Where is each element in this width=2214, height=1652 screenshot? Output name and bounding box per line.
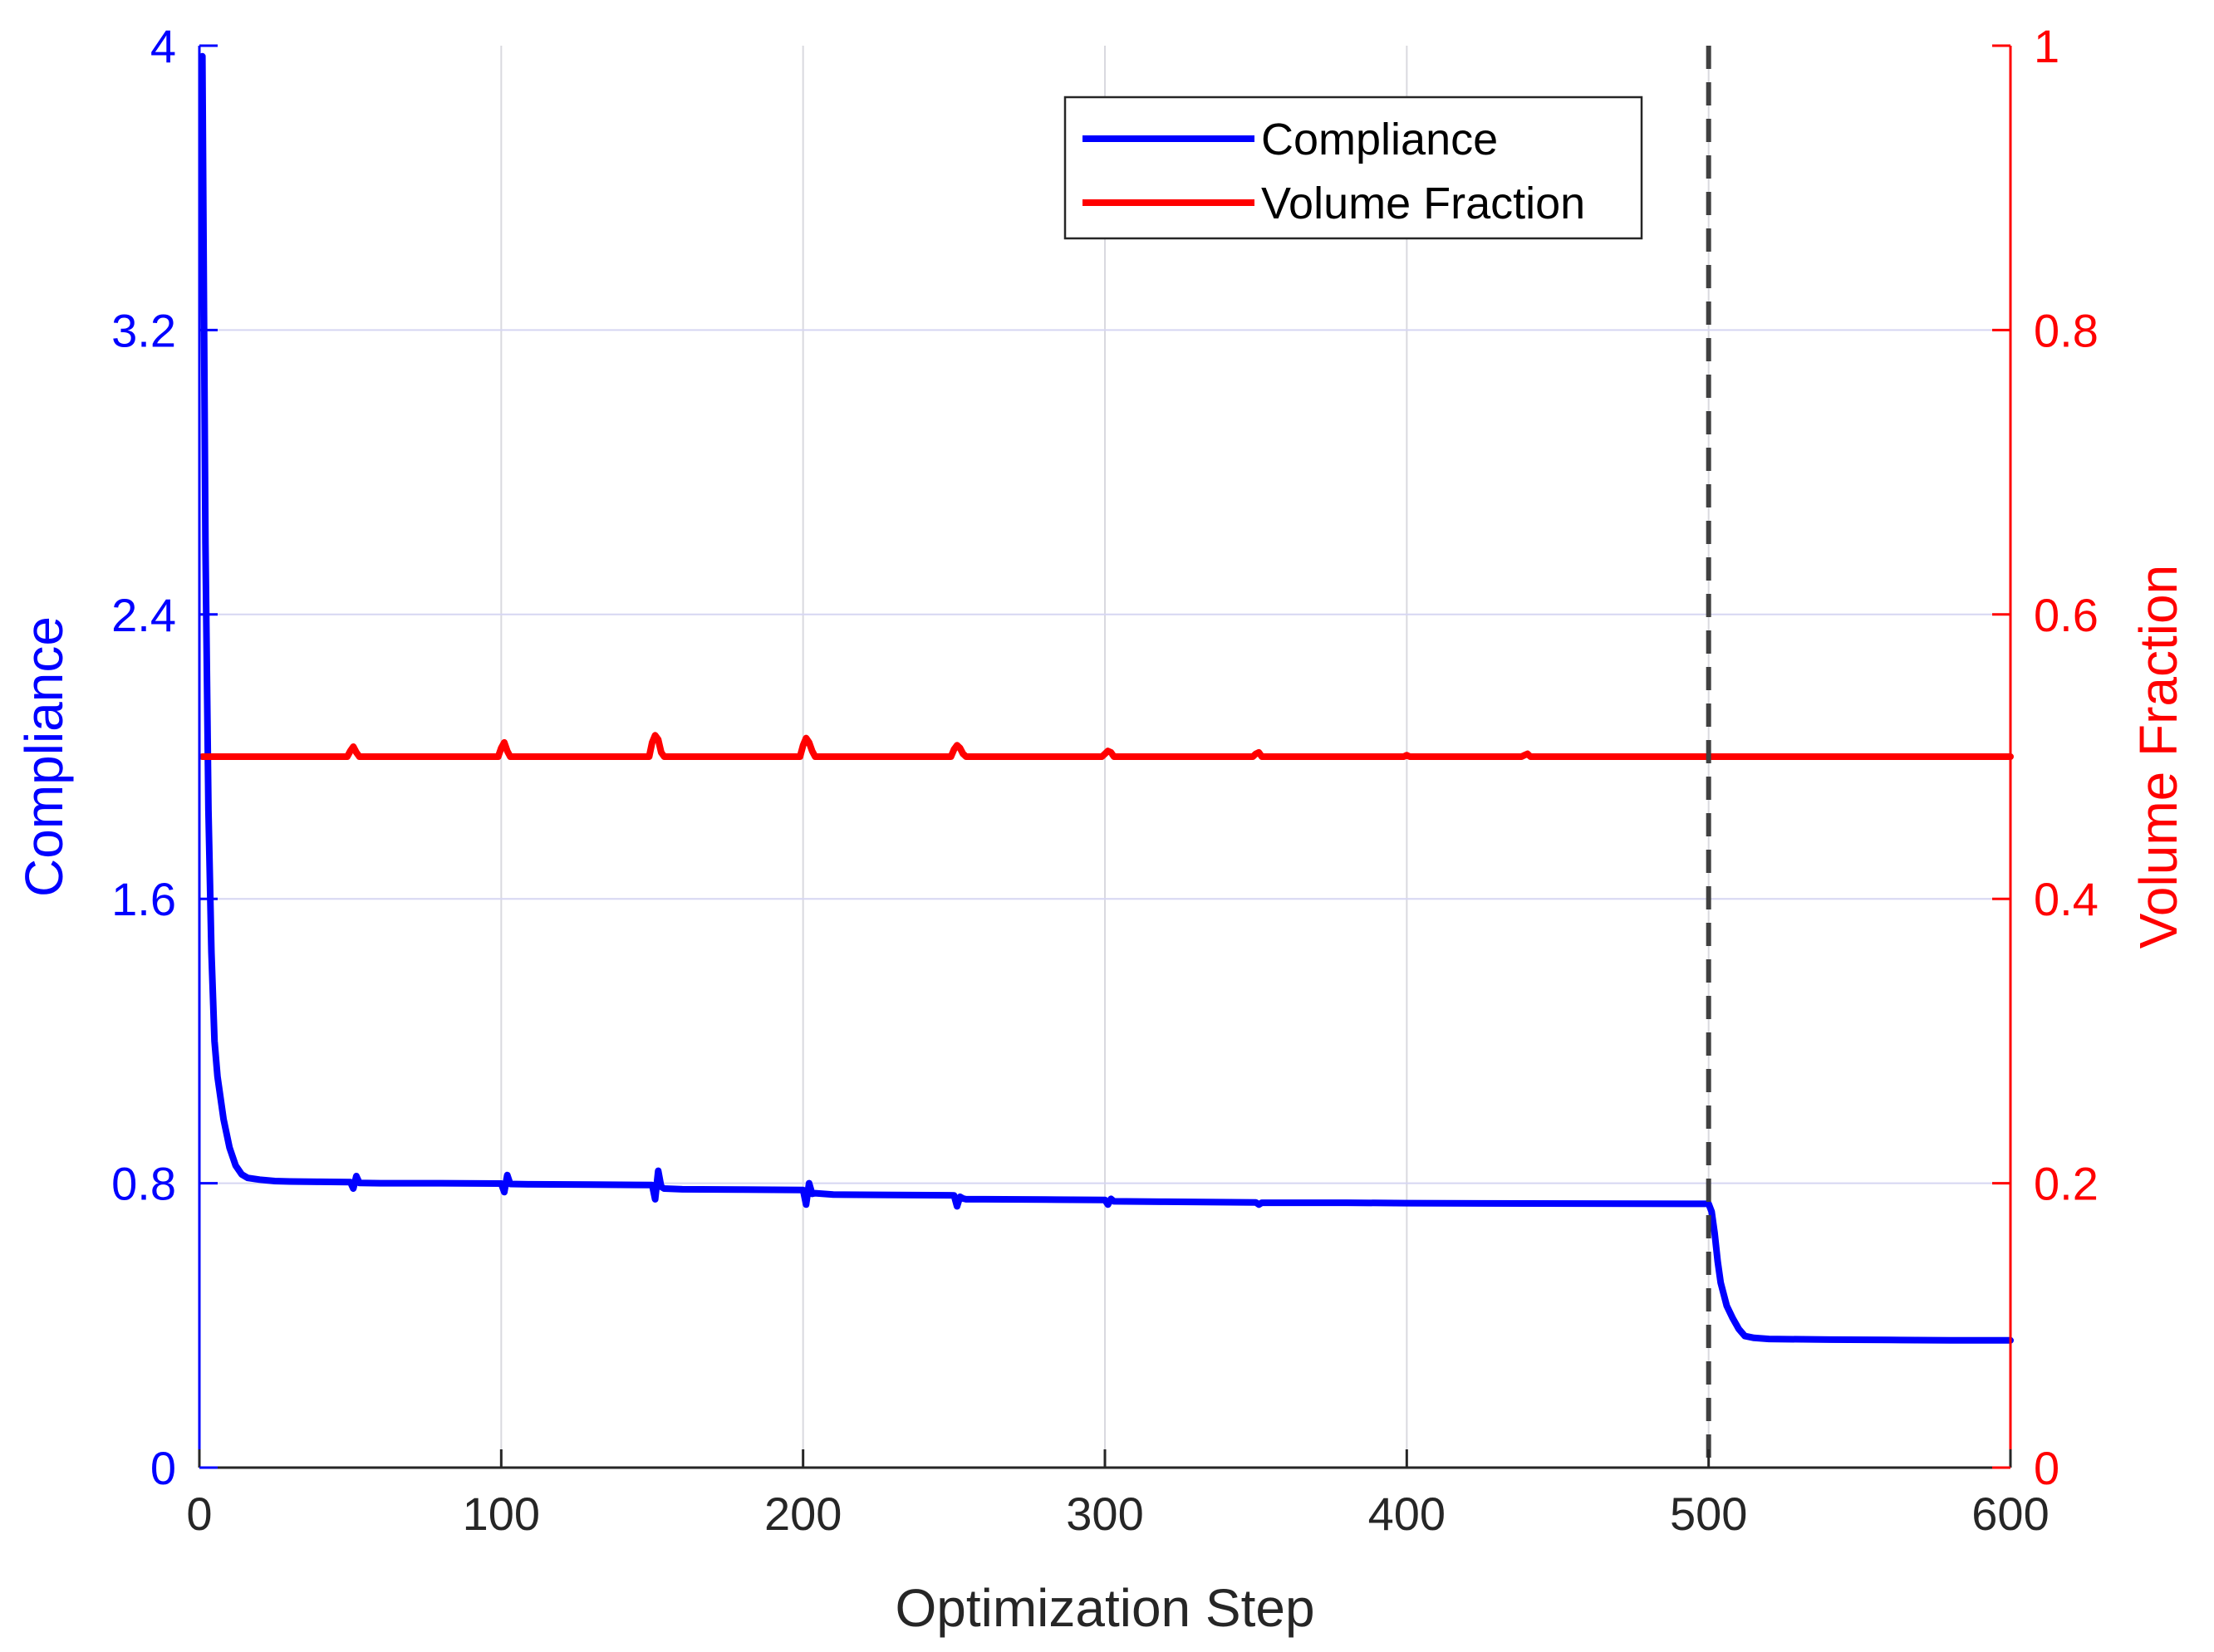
y-right-tick-label: 0.8 [2034, 304, 2099, 356]
y-left-tick-label: 0 [150, 1442, 176, 1494]
y-right-tick-label: 0.4 [2034, 873, 2099, 925]
x-tick-label: 200 [764, 1488, 842, 1540]
series-line-volume-fraction [199, 732, 2014, 760]
x-tick-label: 100 [463, 1488, 540, 1540]
x-tick-label: 0 [186, 1488, 212, 1540]
x-tick-label: 300 [1066, 1488, 1143, 1540]
y-right-tick-label: 0.2 [2034, 1158, 2099, 1210]
x-axis-title: Optimization Step [895, 1578, 1314, 1638]
y-left-tick-label: 4 [150, 20, 176, 72]
y-left-tick-label: 1.6 [111, 873, 176, 925]
legend-label-volume-fraction: Volume Fraction [1261, 179, 1585, 228]
legend: Compliance Volume Fraction [1063, 96, 1643, 240]
y-right-tick-label: 0 [2034, 1442, 2059, 1494]
legend-box [1063, 96, 1643, 240]
x-tick-label: 400 [1368, 1488, 1446, 1540]
y-right-tick-label: 1 [2034, 20, 2059, 72]
y-right-tick-label: 0.6 [2034, 589, 2099, 641]
y-left-tick-label: 0.8 [111, 1158, 176, 1210]
y-left-tick-label: 3.2 [111, 304, 176, 356]
legend-label-compliance: Compliance [1261, 115, 1498, 164]
y-axis-left-title: Compliance [14, 616, 74, 897]
series-line-compliance [199, 52, 2014, 1344]
axes [198, 44, 2012, 1469]
x-tick-label: 500 [1670, 1488, 1747, 1540]
series-lines [199, 52, 2014, 1344]
x-tick-label: 600 [1971, 1488, 2049, 1540]
y-left-tick-label: 2.4 [111, 589, 176, 641]
tick-labels: 0 100 200 300 400 500 60000.81.62.43.2400.20.4… [111, 20, 2099, 1540]
y-axis-right-title: Volume Fraction [2128, 565, 2188, 949]
